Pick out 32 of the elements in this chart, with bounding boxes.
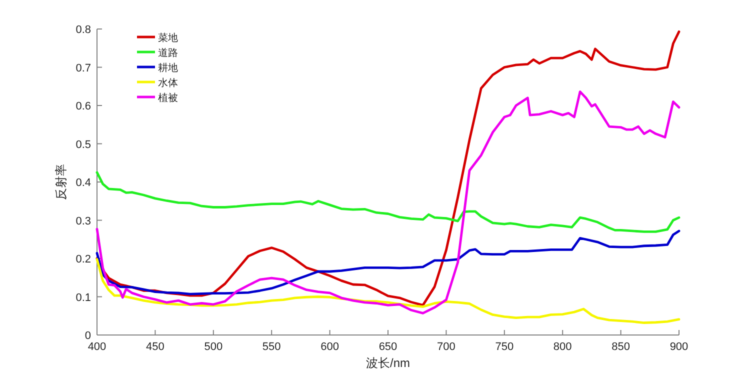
x-tick-label: 850 [612,341,630,353]
x-tick-label: 700 [437,341,456,353]
y-tick-label: 0 [84,330,91,342]
line-series [96,171,680,233]
x-axis-title: 波长/nm [366,356,410,370]
y-tick-label: 0.4 [76,177,91,189]
line-series [96,230,680,296]
y-tick-label: 0.7 [76,62,91,74]
y-axis-title: 反射率 [54,164,68,200]
x-tick-label: 800 [553,341,572,353]
y-tick-label: 0.6 [76,100,91,112]
x-tick-label: 400 [88,341,106,353]
legend-label: 菜地 [158,32,178,44]
x-tick-label: 650 [378,341,398,353]
line-series [96,30,680,306]
x-tick-label: 600 [320,341,339,353]
x-tick-label: 500 [204,341,223,353]
x-tick-label: 550 [262,341,281,353]
y-tick-label: 0.2 [76,254,91,266]
y-tick-label: 0.8 [76,24,91,36]
x-tick-label: 450 [146,341,164,353]
legend-label: 水体 [158,77,178,89]
x-tick-label: 750 [495,341,514,353]
line-series [96,90,680,314]
y-tick-label: 0.1 [76,292,91,304]
y-tick-label: 0.3 [76,215,91,228]
x-tick-label: 900 [670,341,688,353]
line-series [96,258,680,324]
legend-label: 道路 [158,47,178,59]
y-tick-label: 0.5 [76,138,91,151]
legend-label: 植被 [158,92,178,104]
legend-label: 耕地 [158,62,178,74]
